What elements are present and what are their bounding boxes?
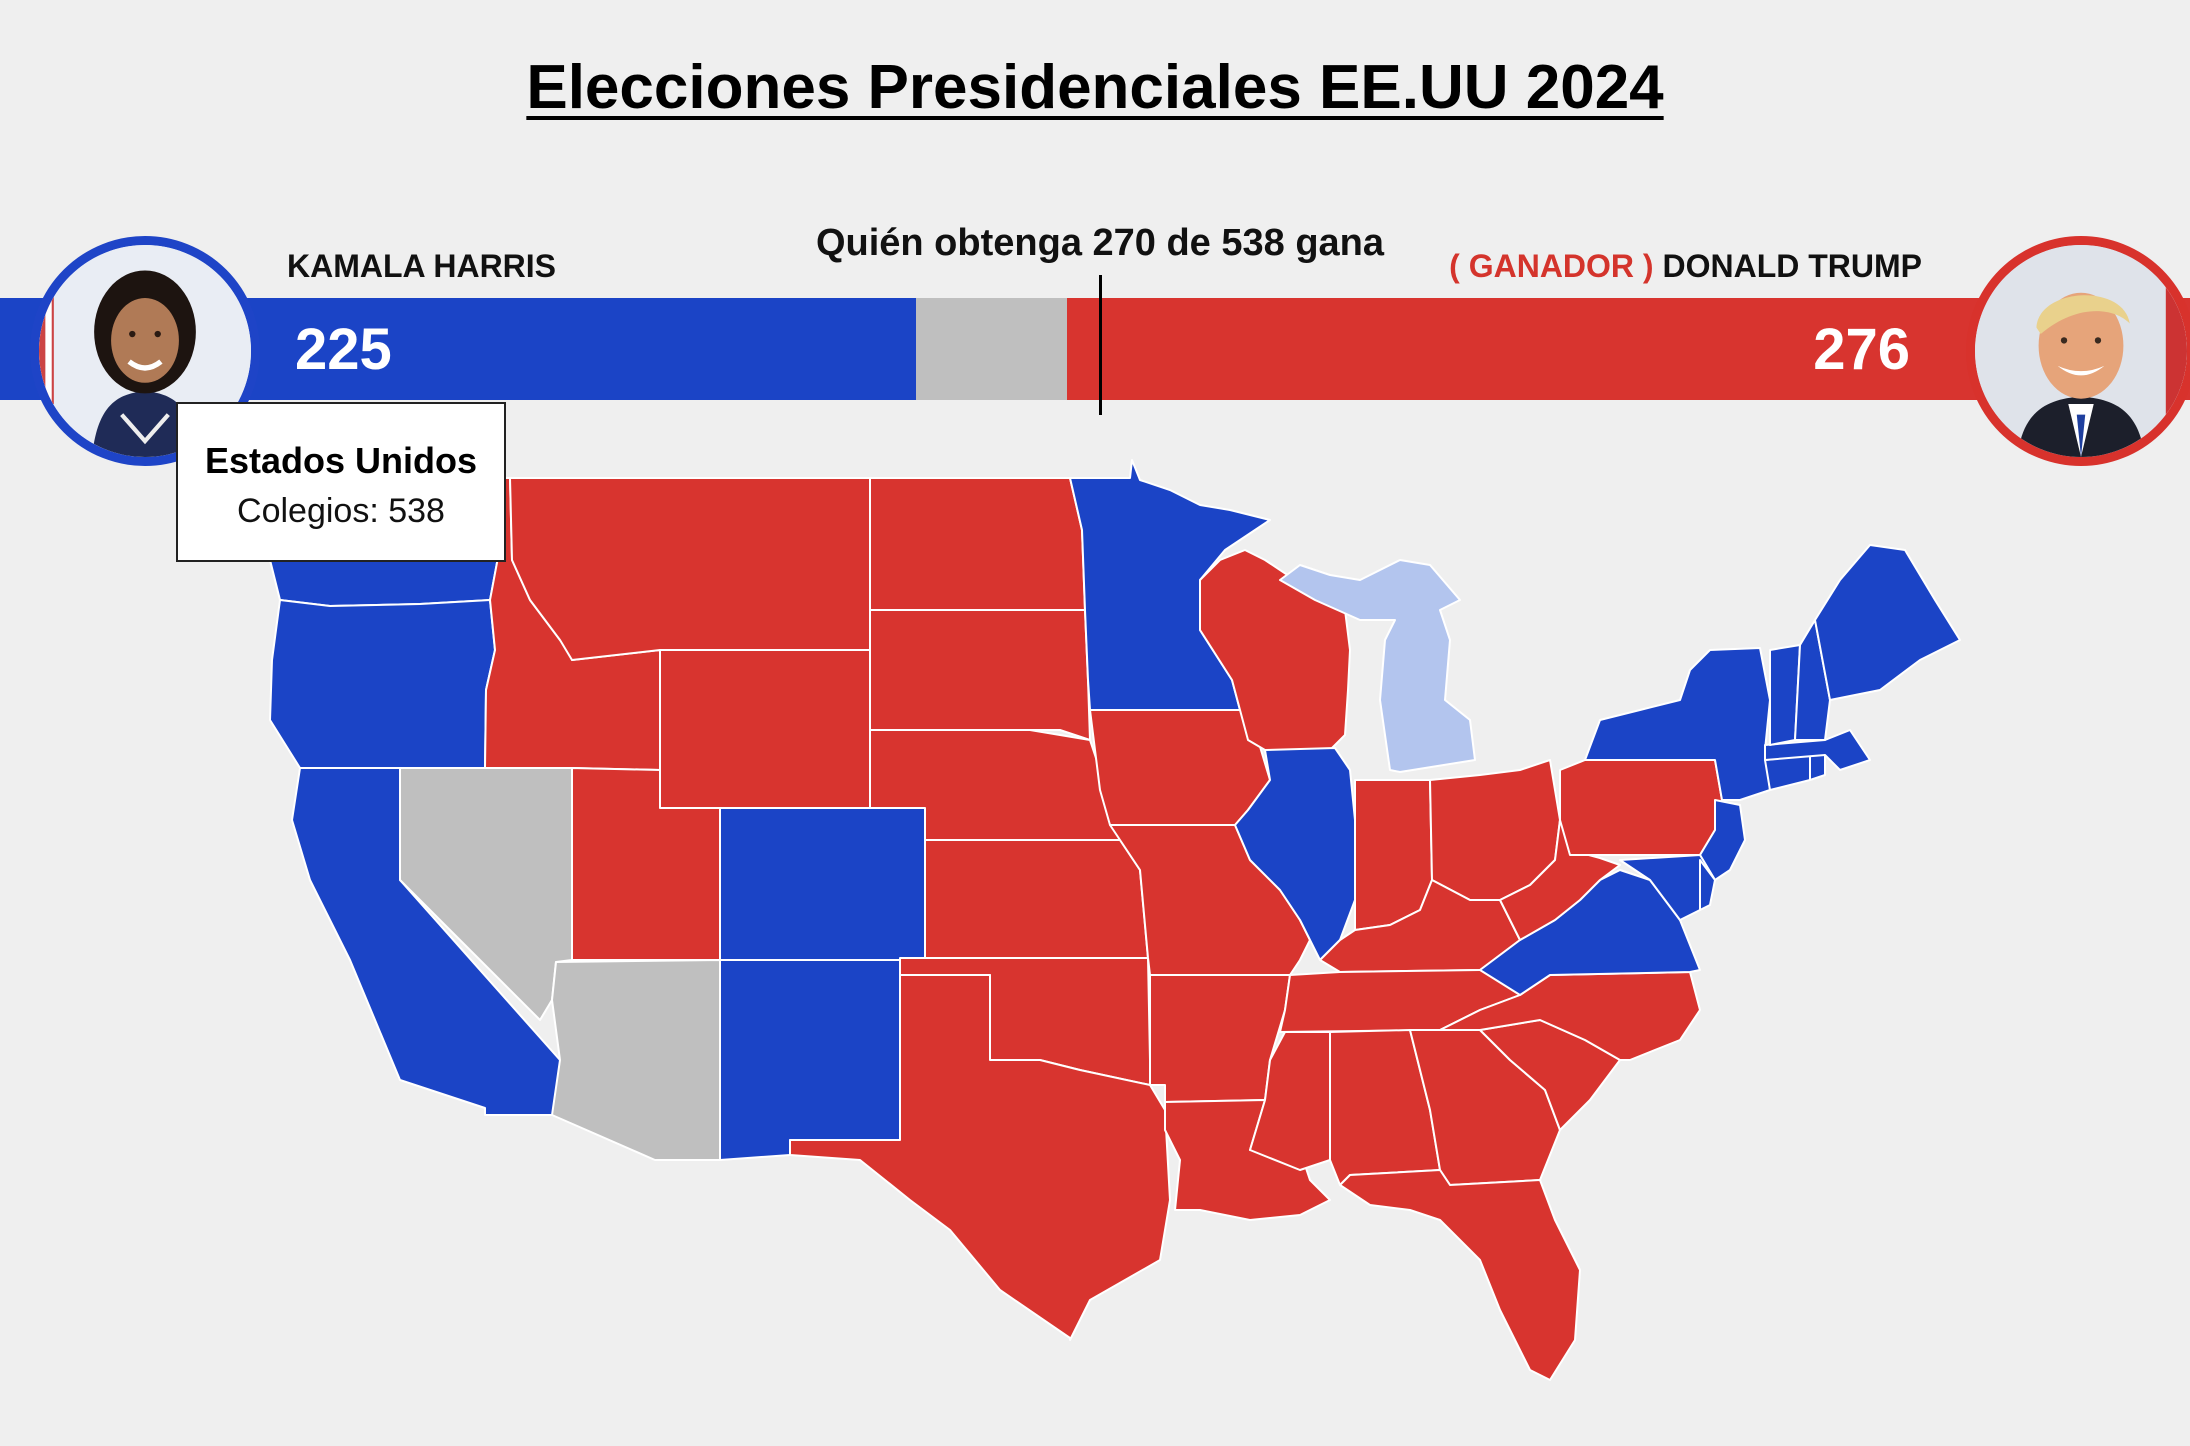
harris-vote-count: 225 bbox=[295, 317, 392, 382]
state-nm[interactable] bbox=[719, 959, 901, 1161]
state-mt[interactable] bbox=[509, 477, 871, 661]
tooltip-detail: Colegios: 538 bbox=[237, 492, 445, 530]
state-pa[interactable] bbox=[1559, 759, 1723, 856]
state-wi[interactable] bbox=[1199, 549, 1351, 751]
state-az[interactable] bbox=[551, 959, 721, 1161]
candidate-name-trump: ( GANADOR ) DONALD TRUMP bbox=[1449, 248, 1922, 285]
state-il[interactable] bbox=[1234, 747, 1356, 961]
state-fl[interactable] bbox=[1339, 1169, 1581, 1381]
tooltip-region: Estados Unidos bbox=[204, 440, 478, 481]
state-or[interactable] bbox=[269, 599, 496, 769]
donald-trump-photo-icon bbox=[1966, 236, 2190, 466]
state-ny[interactable] bbox=[1584, 647, 1771, 801]
winner-tag: ( GANADOR ) bbox=[1449, 248, 1654, 284]
map-tooltip: Estados Unidos Colegios: 538 bbox=[176, 402, 506, 562]
threshold-marker bbox=[1099, 275, 1103, 415]
threshold-label: Quién obtenga 270 de 538 gana bbox=[815, 222, 1385, 264]
state-de[interactable] bbox=[1699, 859, 1716, 911]
state-me[interactable] bbox=[1814, 544, 1961, 701]
state-tx[interactable] bbox=[789, 974, 1171, 1341]
trump-name: DONALD TRUMP bbox=[1662, 248, 1922, 284]
state-ks[interactable] bbox=[924, 839, 1149, 959]
state-ri[interactable] bbox=[1809, 754, 1826, 781]
state-ia[interactable] bbox=[1089, 709, 1271, 826]
state-mn[interactable] bbox=[1069, 459, 1271, 711]
state-wy[interactable] bbox=[659, 649, 871, 809]
undecided-bar-segment bbox=[915, 298, 1067, 400]
state-sd[interactable] bbox=[869, 609, 1091, 741]
state-ms[interactable] bbox=[1249, 1031, 1331, 1171]
state-co[interactable] bbox=[719, 807, 926, 961]
trump-vote-count: 276 bbox=[1813, 317, 1910, 382]
page-title: Elecciones Presidenciales EE.UU 2024 bbox=[526, 53, 1664, 122]
state-nh[interactable] bbox=[1794, 619, 1831, 741]
state-nd[interactable] bbox=[869, 477, 1086, 611]
state-wv[interactable] bbox=[1499, 819, 1621, 941]
candidate-name-harris: KAMALA HARRIS bbox=[287, 248, 557, 284]
state-mi[interactable] bbox=[1279, 559, 1476, 773]
state-ma[interactable] bbox=[1764, 729, 1871, 771]
state-nj[interactable] bbox=[1699, 799, 1746, 881]
